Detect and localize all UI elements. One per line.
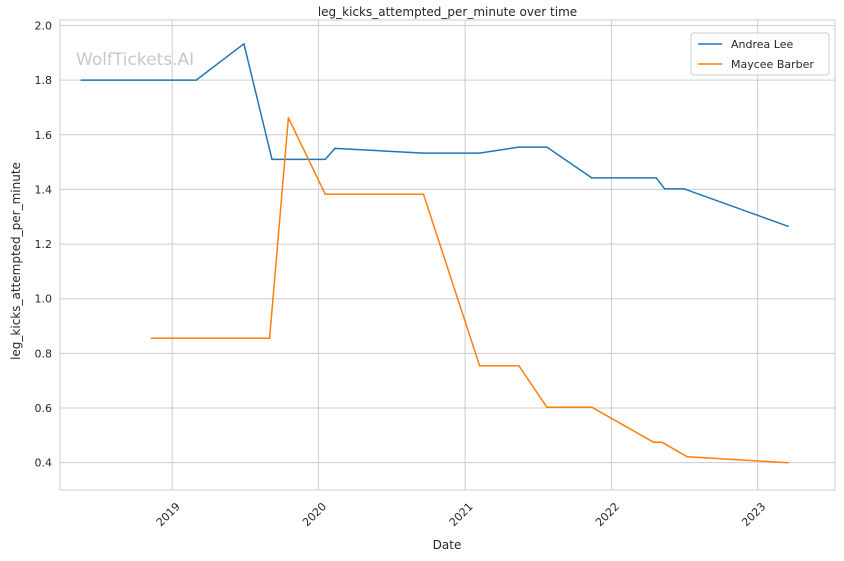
data-point	[546, 146, 548, 148]
data-point	[591, 177, 593, 179]
x-axis-label: Date	[433, 538, 462, 552]
data-point	[546, 406, 548, 408]
legend-label: Maycee Barber	[731, 58, 814, 71]
data-point	[518, 364, 520, 367]
data-point	[268, 337, 271, 340]
y-tick-label: 1.2	[35, 238, 53, 251]
data-point	[324, 193, 327, 196]
data-point	[683, 188, 686, 190]
grid	[60, 20, 835, 490]
data-point	[334, 147, 336, 150]
y-tick-label: 1.8	[35, 74, 53, 87]
y-tick-label: 0.4	[35, 457, 53, 470]
y-tick-label: 0.8	[35, 347, 53, 360]
data-point	[150, 337, 153, 340]
watermark: WolfTickets.AI	[76, 50, 194, 70]
y-axis-label: leg_kicks_attempted_per_minute	[9, 162, 23, 360]
y-tick-label: 2.0	[35, 19, 53, 32]
data-point	[195, 79, 197, 81]
data-point	[271, 158, 273, 161]
legend-label: Andrea Lee	[731, 38, 793, 51]
x-tick-label: 2023	[739, 500, 768, 529]
x-tick-label: 2020	[300, 500, 329, 529]
y-tick-label: 1.6	[35, 129, 53, 142]
data-point	[652, 441, 655, 443]
data-point	[478, 152, 481, 154]
x-tick-label: 2019	[154, 500, 183, 529]
data-point	[80, 79, 82, 81]
x-tick-label: 2021	[447, 500, 476, 529]
data-point	[287, 117, 290, 119]
data-point	[661, 441, 663, 443]
legend-box	[690, 32, 830, 76]
data-point	[324, 158, 327, 161]
data-point	[422, 193, 425, 196]
data-point	[422, 152, 425, 154]
plot-frame	[59, 19, 836, 491]
y-tick-label: 1.0	[35, 293, 53, 306]
data-point	[478, 364, 481, 367]
plot-background	[60, 20, 835, 490]
x-tick-label: 2022	[593, 500, 622, 529]
data-point	[787, 461, 789, 464]
data-point	[655, 177, 658, 179]
legend: Andrea Lee Maycee Barber	[690, 32, 830, 76]
data-point	[787, 225, 789, 228]
data-point	[591, 406, 593, 408]
y-tick-label: 0.6	[35, 402, 53, 415]
chart-title: leg_kicks_attempted_per_minute over time	[318, 5, 577, 19]
data-point	[686, 455, 688, 458]
data-point	[243, 43, 245, 45]
data-point	[518, 146, 520, 148]
data-point	[663, 188, 666, 190]
y-tick-label: 1.4	[35, 183, 53, 196]
series-layer	[80, 43, 789, 464]
